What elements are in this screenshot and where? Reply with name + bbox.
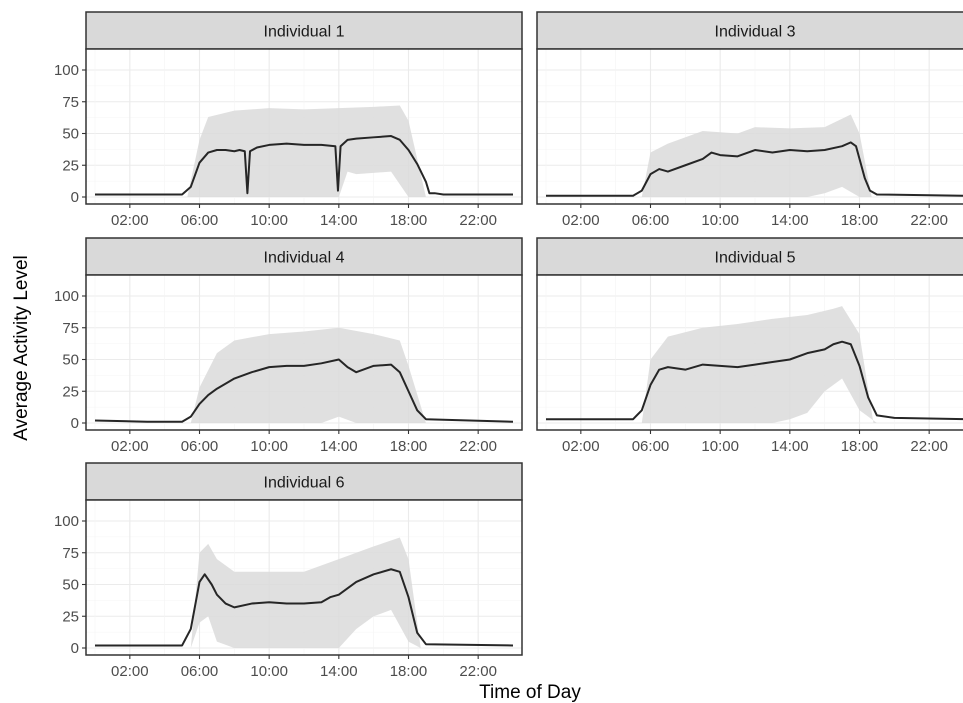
- panel-title: Individual 4: [264, 250, 345, 267]
- x-tick-label: 06:00: [632, 438, 670, 455]
- panel-2: Individual 3 02:00 06:00 10:00 14:00 18:00 22:…: [536, 11, 963, 229]
- range-band: [95, 327, 513, 423]
- x-tick-label: 18:00: [390, 212, 428, 229]
- x-tick-label: 18:00: [841, 438, 879, 455]
- panel-title: Individual 1: [264, 24, 345, 41]
- y-tick-label: 0: [71, 415, 79, 432]
- x-tick-label: 10:00: [250, 438, 288, 455]
- y-tick-label: 50: [62, 126, 79, 143]
- y-tick-label: 75: [62, 94, 79, 111]
- mean-line: [546, 340, 963, 421]
- panel-border: [85, 274, 523, 431]
- x-tick-label: 02:00: [562, 212, 600, 229]
- x-tick-label: 14:00: [771, 212, 809, 229]
- x-tick-label: 14:00: [771, 438, 809, 455]
- panel-5: Individual 6 0 25 50 75 100 02:00 06:00 10:00 14:…: [54, 462, 523, 680]
- x-tick-label: 02:00: [111, 438, 149, 455]
- x-tick-label: 02:00: [562, 438, 600, 455]
- x-tick-label: 14:00: [320, 438, 358, 455]
- y-tick-label: 50: [62, 352, 79, 369]
- y-tick-label: 0: [71, 640, 79, 657]
- x-tick-label: 22:00: [910, 438, 948, 455]
- mean-line: [95, 135, 513, 196]
- x-tick-label: 06:00: [181, 663, 219, 680]
- y-tick-label: 75: [62, 320, 79, 337]
- y-tick-label: 100: [54, 513, 79, 530]
- x-tick-label: 14:00: [320, 212, 358, 229]
- x-tick-label: 18:00: [390, 663, 428, 680]
- x-axis-title: Time of Day: [479, 682, 581, 703]
- x-tick-label: 22:00: [459, 212, 497, 229]
- x-tick-label: 06:00: [181, 212, 219, 229]
- x-tick-label: 18:00: [390, 438, 428, 455]
- x-tick-label: 14:00: [320, 663, 358, 680]
- x-tick-label: 22:00: [459, 663, 497, 680]
- x-tick-label: 10:00: [701, 438, 739, 455]
- range-band: [95, 105, 513, 197]
- x-tick-label: 06:00: [632, 212, 670, 229]
- y-tick-label: 25: [62, 383, 79, 400]
- y-tick-label: 100: [54, 288, 79, 305]
- panel-border: [536, 274, 963, 431]
- x-tick-label: 10:00: [250, 663, 288, 680]
- panel-border: [85, 48, 523, 205]
- y-tick-label: 25: [62, 608, 79, 625]
- panel-title: Individual 3: [715, 24, 796, 41]
- x-tick-label: 06:00: [181, 438, 219, 455]
- y-axis-title: Average Activity Level: [11, 255, 32, 441]
- mean-line: [94, 358, 514, 423]
- y-tick-label: 0: [71, 189, 79, 206]
- y-tick-label: 50: [62, 577, 79, 594]
- x-tick-label: 22:00: [910, 212, 948, 229]
- x-tick-label: 10:00: [250, 212, 288, 229]
- mean-line: [95, 568, 514, 647]
- panel-strip: [85, 11, 523, 50]
- x-tick-label: 22:00: [459, 438, 497, 455]
- y-tick-label: 75: [62, 545, 79, 562]
- range-band: [95, 537, 513, 648]
- x-tick-label: 10:00: [701, 212, 739, 229]
- panel-3: Individual 4 0 25 50 75 100 02:00 06:00 10:00 14:…: [54, 237, 523, 455]
- panel-title: Individual 6: [264, 475, 345, 492]
- panel-title: Individual 5: [715, 250, 796, 267]
- panels: Individual 1 0 25 50 75 100 02:00 06:00 10:00 14:…: [54, 11, 963, 680]
- x-tick-label: 02:00: [111, 212, 149, 229]
- mean-line: [546, 141, 963, 197]
- x-tick-label: 02:00: [111, 663, 149, 680]
- panel-strip: [85, 237, 523, 276]
- panel-border: [536, 48, 963, 205]
- panel-border: [85, 499, 523, 656]
- panel-1: Individual 1 0 25 50 75 100 02:00 06:00 10:00 14:…: [54, 11, 523, 229]
- panel-4: Individual 5 02:00 06:00 10:00 14:00 18:00 22:…: [536, 237, 963, 455]
- x-tick-label: 18:00: [841, 212, 879, 229]
- y-tick-label: 25: [62, 157, 79, 174]
- y-tick-label: 100: [54, 62, 79, 79]
